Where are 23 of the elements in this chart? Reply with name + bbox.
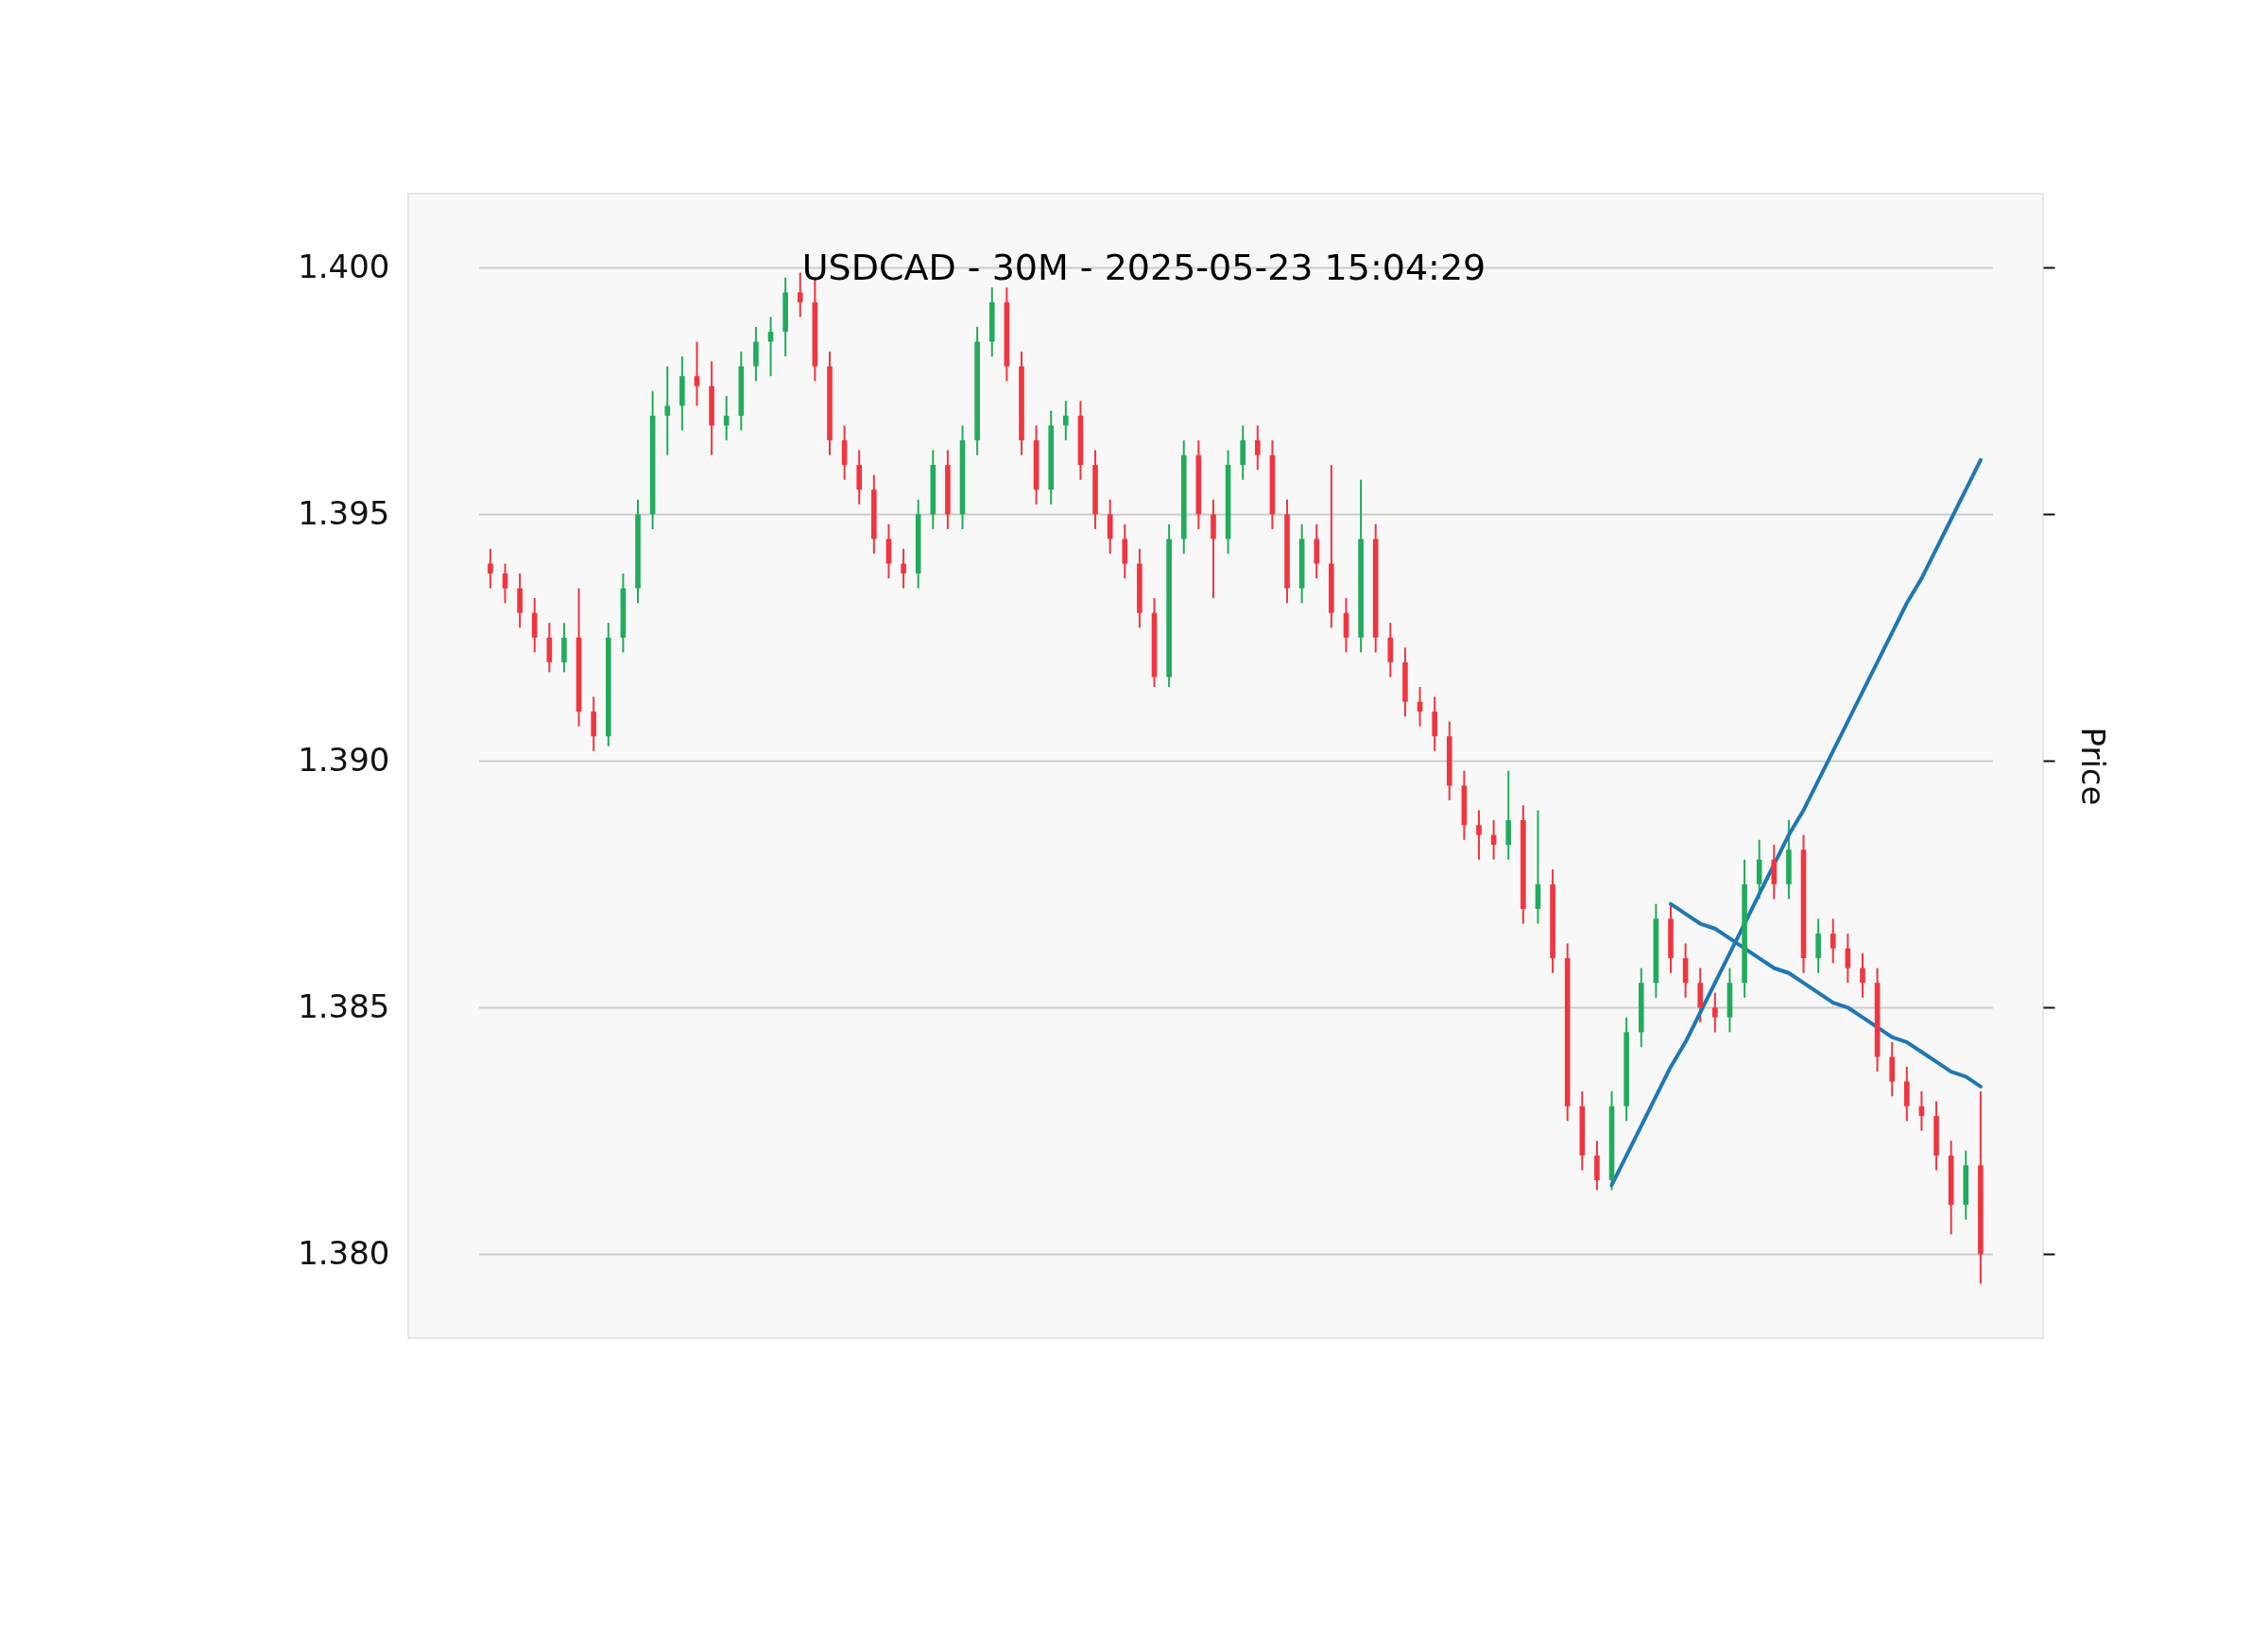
candlestick: [797, 271, 803, 318]
line-series: [1609, 457, 1983, 1188]
candlestick: [901, 547, 906, 590]
candlestick: [664, 365, 671, 456]
candlestick: [767, 316, 774, 378]
y-tick-label: 1.390: [298, 740, 390, 779]
candlestick: [1063, 400, 1069, 441]
candlestick: [1476, 809, 1482, 861]
text: USDCAD - 30M - 2025-05-23 15:04:29: [801, 247, 1486, 288]
candlestick: [1845, 932, 1851, 985]
y-axis-title: Price: [2073, 727, 2112, 806]
y-tick-label: 1.380: [298, 1233, 390, 1272]
candlestick: [502, 562, 508, 605]
candlestick: [1830, 918, 1836, 965]
y-tick-label: 1.395: [298, 493, 390, 532]
candlestick: [488, 547, 493, 590]
candlestick: [1860, 952, 1865, 999]
candlestick: [723, 395, 730, 441]
candlestick: [1712, 991, 1718, 1034]
y-tick-label: 1.400: [298, 247, 390, 285]
candlestick: [1254, 424, 1261, 472]
candlestick: [694, 340, 700, 407]
y-tick-label: 1.385: [298, 987, 390, 1025]
